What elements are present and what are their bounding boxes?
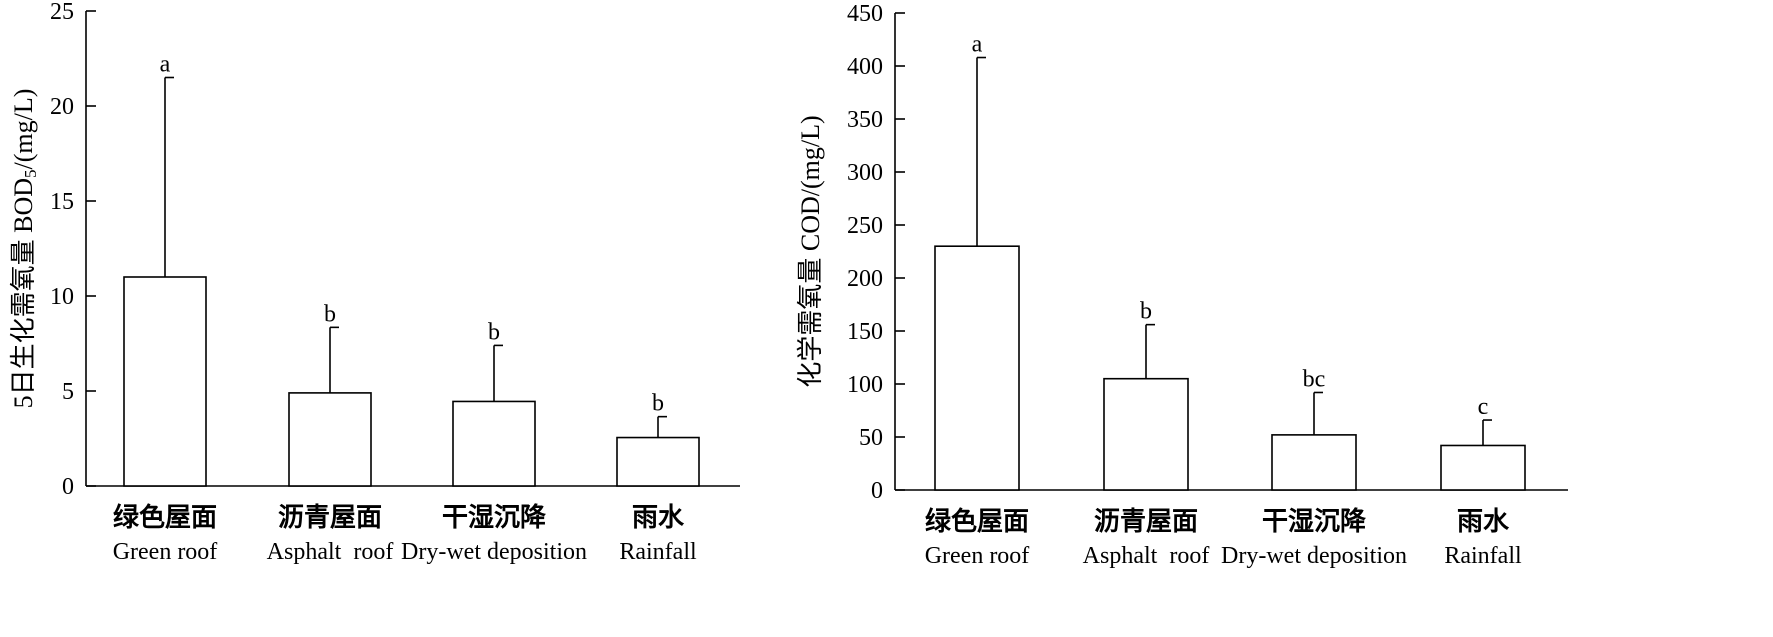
y-tick-label: 50 (859, 425, 883, 451)
y-tick-label: 10 (50, 284, 74, 310)
y-tick-label: 400 (847, 54, 883, 80)
y-tick-label: 150 (847, 319, 883, 345)
bod5-chart: 0 5 10 15 20 25 a 绿色屋面 Green roof b 沥青屋面 Asphalt ro… (9, 0, 740, 565)
x-tick-label-cn: 雨水 (632, 503, 685, 532)
x-tick-label-en: Asphalt roof (1083, 543, 1210, 569)
bar (1103, 377, 1189, 491)
cod-chart: 0 50 100 150 200 250 300 350 400 450 a 绿色屋面 Green ro… (796, 1, 1568, 569)
y-axis-label: 5日生化需氧量 BOD5/(mg/L) (9, 89, 40, 409)
significance-label: a (972, 32, 983, 58)
y-tick-label: 20 (50, 94, 74, 120)
y-tick-label: 100 (847, 372, 883, 398)
x-tick-label-en: Dry-wet deposition (1221, 543, 1407, 569)
x-tick-label-cn: 沥青屋面 (1094, 507, 1198, 536)
significance-label: b (488, 319, 500, 345)
x-tick-label-cn: 干湿沉降 (1262, 507, 1367, 536)
significance-label: b (652, 391, 664, 417)
y-tick-label: 300 (847, 160, 883, 186)
x-tick-label-cn: 绿色屋面 (113, 502, 217, 532)
bar (1440, 444, 1526, 491)
bar (288, 392, 372, 487)
y-tick-label: 350 (847, 107, 883, 133)
x-tick-label-en: Rainfall (619, 539, 697, 565)
bar (616, 436, 700, 487)
y-axis-label: 化学需氧量 COD/(mg/L) (796, 115, 825, 387)
x-tick-label-en: Green roof (113, 539, 218, 565)
x-tick-label-cn: 干湿沉降 (442, 503, 547, 532)
significance-label: bc (1303, 366, 1326, 392)
y-tick-label: 5 (62, 379, 74, 405)
significance-label: b (324, 301, 336, 327)
y-tick-label: 250 (847, 213, 883, 239)
y-tick-label: 15 (50, 189, 74, 215)
y-tick-label: 450 (847, 1, 883, 27)
bar (452, 400, 536, 487)
bar (123, 276, 207, 487)
y-tick-label: 0 (871, 478, 883, 504)
x-tick-label-en: Asphalt roof (267, 539, 394, 565)
y-tick-label: 0 (62, 474, 74, 500)
x-tick-label-en: Rainfall (1444, 543, 1522, 569)
y-tick-label: 200 (847, 266, 883, 292)
y-tick-label: 25 (50, 0, 74, 25)
significance-label: a (160, 52, 171, 78)
bar (1271, 434, 1357, 491)
bar (934, 245, 1020, 491)
x-tick-label-cn: 绿色屋面 (925, 506, 1029, 536)
significance-label: c (1478, 394, 1489, 420)
x-tick-label-cn: 沥青屋面 (278, 503, 382, 532)
significance-label: b (1140, 299, 1152, 325)
x-tick-label-en: Dry-wet deposition (401, 539, 587, 565)
x-tick-label-en: Green roof (925, 543, 1030, 569)
x-tick-label-cn: 雨水 (1457, 507, 1510, 536)
